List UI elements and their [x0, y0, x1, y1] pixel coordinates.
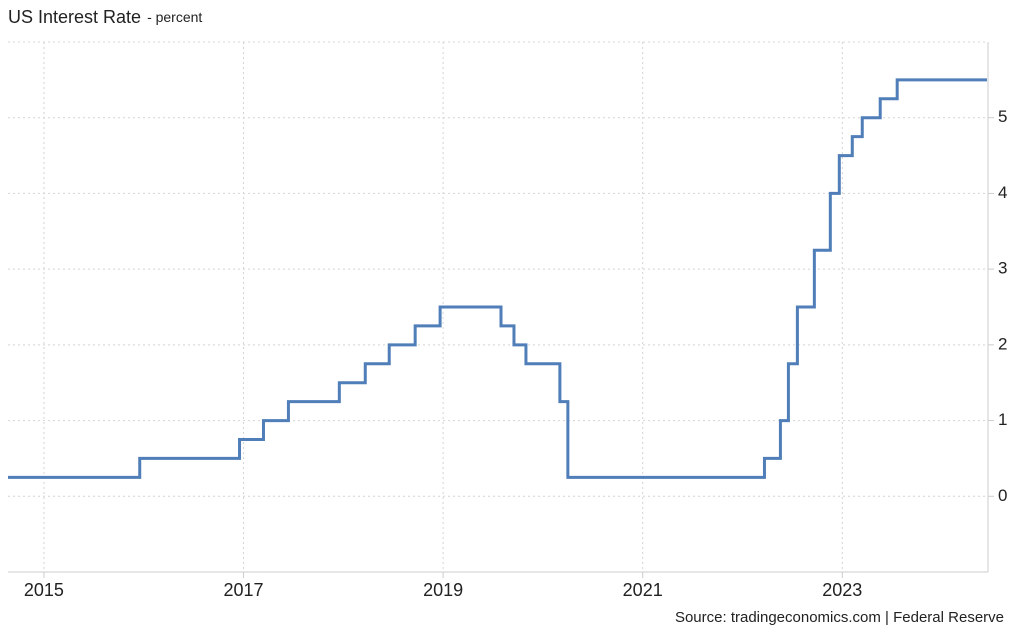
y-tick-label: 3: [998, 259, 1007, 278]
rate-line: [8, 78, 988, 479]
x-tick-label: 2017: [223, 580, 263, 600]
y-tick-label: 2: [998, 334, 1007, 353]
chart-title: US Interest Rate - percent: [8, 7, 202, 27]
y-tick-label: 0: [998, 486, 1007, 505]
y-tick-label: 5: [998, 107, 1007, 126]
x-tick-label: 2023: [822, 580, 862, 600]
subtitle: - percent: [147, 9, 202, 25]
x-tick-label: 2019: [423, 580, 463, 600]
y-tick-label: 1: [998, 410, 1007, 429]
x-tick-label: 2021: [623, 580, 663, 600]
y-tick-label: 4: [998, 183, 1007, 202]
x-tick-label: 2015: [24, 580, 64, 600]
title: US Interest Rate: [8, 7, 141, 27]
source: Source: tradingeconomics.com | Federal R…: [675, 609, 1004, 626]
